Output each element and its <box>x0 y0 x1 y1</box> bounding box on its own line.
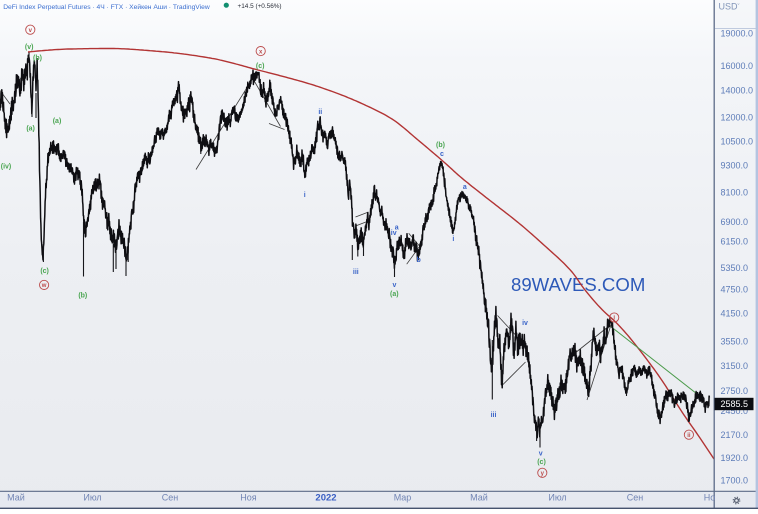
svg-text:v: v <box>29 28 33 34</box>
svg-text:1920.0: 1920.0 <box>721 453 749 463</box>
svg-text:x: x <box>259 49 263 55</box>
svg-text:i: i <box>452 236 454 243</box>
svg-text:(a): (a) <box>53 118 62 125</box>
svg-text:w: w <box>41 283 47 289</box>
svg-text:5350.0: 5350.0 <box>721 263 749 273</box>
svg-text:3550.0: 3550.0 <box>721 337 749 347</box>
svg-text:12000.0: 12000.0 <box>721 113 754 123</box>
svg-text:2585.5: 2585.5 <box>721 399 749 409</box>
svg-text:(c): (c) <box>256 63 265 70</box>
svg-text:6150.0: 6150.0 <box>721 237 749 247</box>
svg-text:iv: iv <box>391 230 397 237</box>
svg-text:v: v <box>393 282 397 289</box>
svg-text:ˇ: ˇ <box>738 4 740 10</box>
svg-text:+14.5 (+0.56%): +14.5 (+0.56%) <box>238 3 282 10</box>
svg-text:(b): (b) <box>436 142 445 149</box>
svg-text:iii: iii <box>353 269 359 276</box>
svg-text:(c): (c) <box>40 268 49 275</box>
svg-text:Мар: Мар <box>394 493 412 503</box>
svg-text:ii: ii <box>318 109 322 116</box>
svg-text:iii: iii <box>491 412 497 419</box>
svg-text:Июл: Июл <box>83 493 101 503</box>
svg-text:a: a <box>395 225 399 232</box>
svg-text:i: i <box>304 192 306 199</box>
svg-text:16000.0: 16000.0 <box>721 61 754 71</box>
svg-text:(iv): (iv) <box>1 163 12 170</box>
svg-text:USD: USD <box>719 1 739 11</box>
svg-text:Сен: Сен <box>162 493 179 503</box>
svg-text:(b): (b) <box>78 293 87 300</box>
svg-text:c: c <box>440 151 444 158</box>
svg-text:ii: ii <box>687 433 691 439</box>
svg-text:4150.0: 4150.0 <box>721 309 749 319</box>
svg-text:(b): (b) <box>33 55 42 62</box>
svg-text:v: v <box>539 450 543 457</box>
svg-text:1700.0: 1700.0 <box>721 476 749 486</box>
svg-text:DeFi Index Perpetual Futures ·: DeFi Index Perpetual Futures · 4Ч · FTX … <box>3 3 210 11</box>
svg-text:2022: 2022 <box>315 493 336 504</box>
svg-text:2450.0: 2450.0 <box>721 406 749 416</box>
svg-text:Июл: Июл <box>548 493 566 503</box>
svg-text:10500.0: 10500.0 <box>721 137 754 147</box>
svg-text:89WAVES.COM: 89WAVES.COM <box>511 274 645 295</box>
svg-text:a: a <box>463 184 467 191</box>
svg-text:2750.0: 2750.0 <box>721 386 749 396</box>
svg-text:14000.0: 14000.0 <box>721 85 754 95</box>
svg-text:Сен: Сен <box>627 493 644 503</box>
svg-text:9300.0: 9300.0 <box>721 161 749 171</box>
svg-text:Май: Май <box>7 493 25 503</box>
svg-text:4750.0: 4750.0 <box>721 285 749 295</box>
svg-text:Май: Май <box>470 493 488 503</box>
svg-text:(c): (c) <box>537 459 546 466</box>
svg-text:3150.0: 3150.0 <box>721 361 749 371</box>
svg-text:Но: Но <box>704 493 716 503</box>
svg-text:6900.0: 6900.0 <box>721 217 749 227</box>
svg-text:iv: iv <box>522 320 528 327</box>
svg-text:(v): (v) <box>25 44 34 51</box>
svg-text:(a): (a) <box>26 125 35 132</box>
svg-text:b: b <box>416 257 420 264</box>
svg-text:Ноя: Ноя <box>240 493 257 503</box>
svg-text:8100.0: 8100.0 <box>721 187 749 197</box>
svg-text:19000.0: 19000.0 <box>721 29 754 39</box>
svg-text:(a): (a) <box>390 291 399 298</box>
svg-text:y: y <box>541 471 545 477</box>
svg-text:2170.0: 2170.0 <box>721 430 749 440</box>
svg-text:i: i <box>613 316 615 322</box>
